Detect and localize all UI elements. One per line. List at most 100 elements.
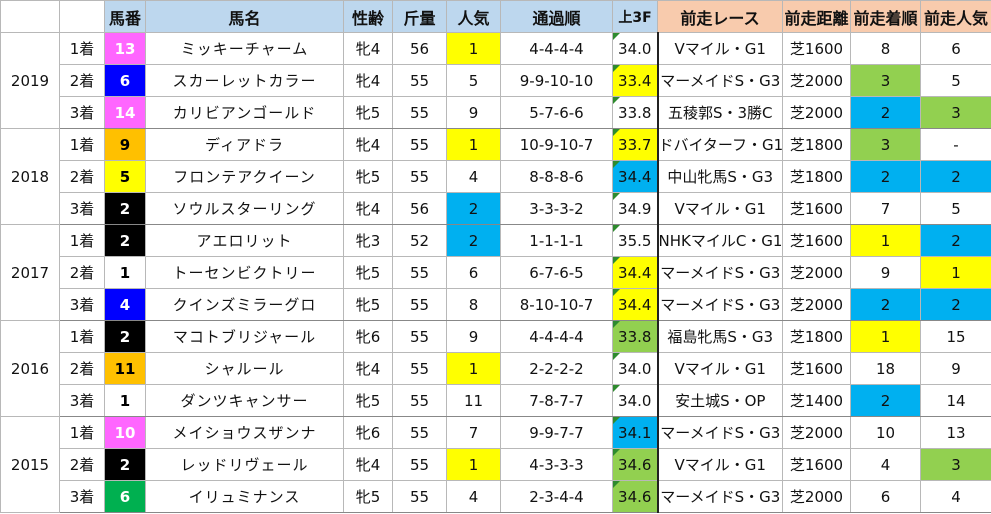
cell-marker-icon: [613, 449, 620, 456]
prev-popularity-cell: 3: [920, 448, 991, 481]
prev-popularity-cell: 2: [920, 160, 991, 193]
prev-distance-cell: 芝1600: [782, 352, 851, 385]
year-cell: 2018: [0, 128, 60, 225]
sex-age-cell: 牝6: [343, 320, 393, 353]
last-3f-value: 34.4: [618, 295, 652, 314]
horse-name-cell: イリュミナンス: [145, 480, 344, 513]
prev-distance-cell: 芝1800: [782, 320, 851, 353]
place-cell: 3着: [59, 288, 105, 321]
prev-race-cell: ドバイターフ・G1: [657, 128, 783, 161]
sex-age-cell: 牝4: [343, 352, 393, 385]
prev-race-cell: マーメイドS・G3: [657, 64, 783, 97]
last-3f-cell: 34.4: [612, 288, 659, 321]
last-3f-value: 34.4: [618, 167, 652, 186]
weight-cell: 55: [392, 480, 447, 513]
sex-age-cell: 牝3: [343, 224, 393, 257]
horse-number-badge: 1: [104, 256, 146, 289]
popularity-cell: 9: [446, 320, 501, 353]
weight-cell: 55: [392, 320, 447, 353]
table-row: 3着 14 カリビアンゴールド 牝5 55 9 5-7-6-6 33.8 五稜郭S・3勝C 芝20…: [1, 96, 991, 129]
prev-popularity-cell: 13: [920, 416, 991, 449]
place-cell: 1着: [59, 128, 105, 161]
last-3f-value: 34.4: [618, 263, 652, 282]
weight-cell: 55: [392, 96, 447, 129]
sex-age-cell: 牝4: [343, 448, 393, 481]
prev-distance-cell: 芝1800: [782, 128, 851, 161]
horse-number-badge: 2: [104, 224, 146, 257]
weight-cell: 55: [392, 352, 447, 385]
popularity-cell: 1: [446, 448, 501, 481]
prev-distance-cell: 芝2000: [782, 480, 851, 513]
prev-place-cell: 2: [850, 384, 921, 417]
passing-order-cell: 4-3-3-3: [500, 448, 613, 481]
header-popularity: 人気: [446, 0, 501, 33]
cell-marker-icon: [613, 321, 620, 328]
prev-distance-cell: 芝2000: [782, 256, 851, 289]
prev-race-cell: マーメイドS・G3: [657, 480, 783, 513]
passing-order-cell: 7-8-7-7: [500, 384, 613, 417]
place-cell: 1着: [59, 32, 105, 65]
cell-marker-icon: [613, 385, 620, 392]
popularity-cell: 1: [446, 128, 501, 161]
table-row: 3着 1 ダンツキャンサー 牝5 55 11 7-8-7-7 34.0 安土城S・OP 芝1400…: [1, 384, 991, 417]
header-number: 馬番: [104, 0, 146, 33]
horse-number-badge: 2: [104, 320, 146, 353]
prev-place-cell: 1: [850, 320, 921, 353]
prev-place-cell: 3: [850, 128, 921, 161]
popularity-cell: 1: [446, 352, 501, 385]
weight-cell: 56: [392, 192, 447, 225]
horse-number-badge: 1: [104, 384, 146, 417]
passing-order-cell: 9-9-7-7: [500, 416, 613, 449]
last-3f-value: 33.4: [618, 71, 652, 90]
cell-marker-icon: [613, 33, 620, 40]
passing-order-cell: 8-10-10-7: [500, 288, 613, 321]
horse-number-badge: 2: [104, 192, 146, 225]
horse-number-badge: 13: [104, 32, 146, 65]
table-row: 3着 6 イリュミナンス 牝5 55 4 2-3-4-4 34.6 マーメイドS・G3 芝2000…: [1, 480, 991, 513]
passing-order-cell: 5-7-6-6: [500, 96, 613, 129]
prev-race-cell: Vマイル・G1: [657, 192, 783, 225]
horse-number-badge: 5: [104, 160, 146, 193]
last-3f-value: 34.0: [618, 359, 652, 378]
header-prev-popularity: 前走人気: [920, 0, 991, 33]
prev-place-cell: 4: [850, 448, 921, 481]
cell-marker-icon: [613, 129, 620, 136]
header-prev-race: 前走レース: [657, 0, 783, 33]
last-3f-value: 34.6: [618, 455, 652, 474]
weight-cell: 55: [392, 288, 447, 321]
place-cell: 3着: [59, 480, 105, 513]
header-horse-name: 馬名: [145, 0, 344, 33]
table-row: 2017 1着 2 アエロリット 牝3 52 2 1-1-1-1 35.5 NHKマイルC・G1 芝…: [0, 224, 991, 321]
year-cell: 2019: [0, 32, 60, 129]
prev-popularity-cell: 9: [920, 352, 991, 385]
popularity-cell: 4: [446, 480, 501, 513]
prev-popularity-cell: 1: [920, 256, 991, 289]
passing-order-cell: 9-9-10-10: [500, 64, 613, 97]
table-row: 3着 4 クインズミラーグロ 牝5 55 8 8-10-10-7 34.4 マーメイドS・G3 芝…: [1, 288, 991, 321]
sex-age-cell: 牝4: [343, 64, 393, 97]
horse-name-cell: フロンテアクイーン: [145, 160, 344, 193]
horse-number-badge: 6: [104, 480, 146, 513]
prev-race-cell: Vマイル・G1: [657, 32, 783, 65]
prev-race-cell: Vマイル・G1: [657, 448, 783, 481]
sex-age-cell: 牝4: [343, 192, 393, 225]
header-last-3f: 上3F: [612, 0, 658, 33]
year-cell: 2015: [0, 416, 60, 513]
cell-marker-icon: [613, 225, 620, 232]
last-3f-value: 34.0: [618, 39, 652, 58]
prev-distance-cell: 芝1600: [782, 448, 851, 481]
prev-place-cell: 3: [850, 64, 921, 97]
last-3f-cell: 34.1: [612, 416, 659, 449]
prev-popularity-cell: -: [920, 128, 991, 161]
popularity-cell: 2: [446, 224, 501, 257]
prev-race-cell: 安土城S・OP: [657, 384, 783, 417]
horse-name-cell: マコトブリジャール: [145, 320, 344, 353]
place-cell: 2着: [59, 352, 105, 385]
table-row: 2016 1着 2 マコトブリジャール 牝6 55 9 4-4-4-4 33.8 福島牝馬S・G3…: [0, 320, 991, 417]
last-3f-cell: 33.8: [612, 320, 659, 353]
prev-place-cell: 2: [850, 160, 921, 193]
weight-cell: 52: [392, 224, 447, 257]
prev-race-cell: Vマイル・G1: [657, 352, 783, 385]
sex-age-cell: 牝5: [343, 256, 393, 289]
